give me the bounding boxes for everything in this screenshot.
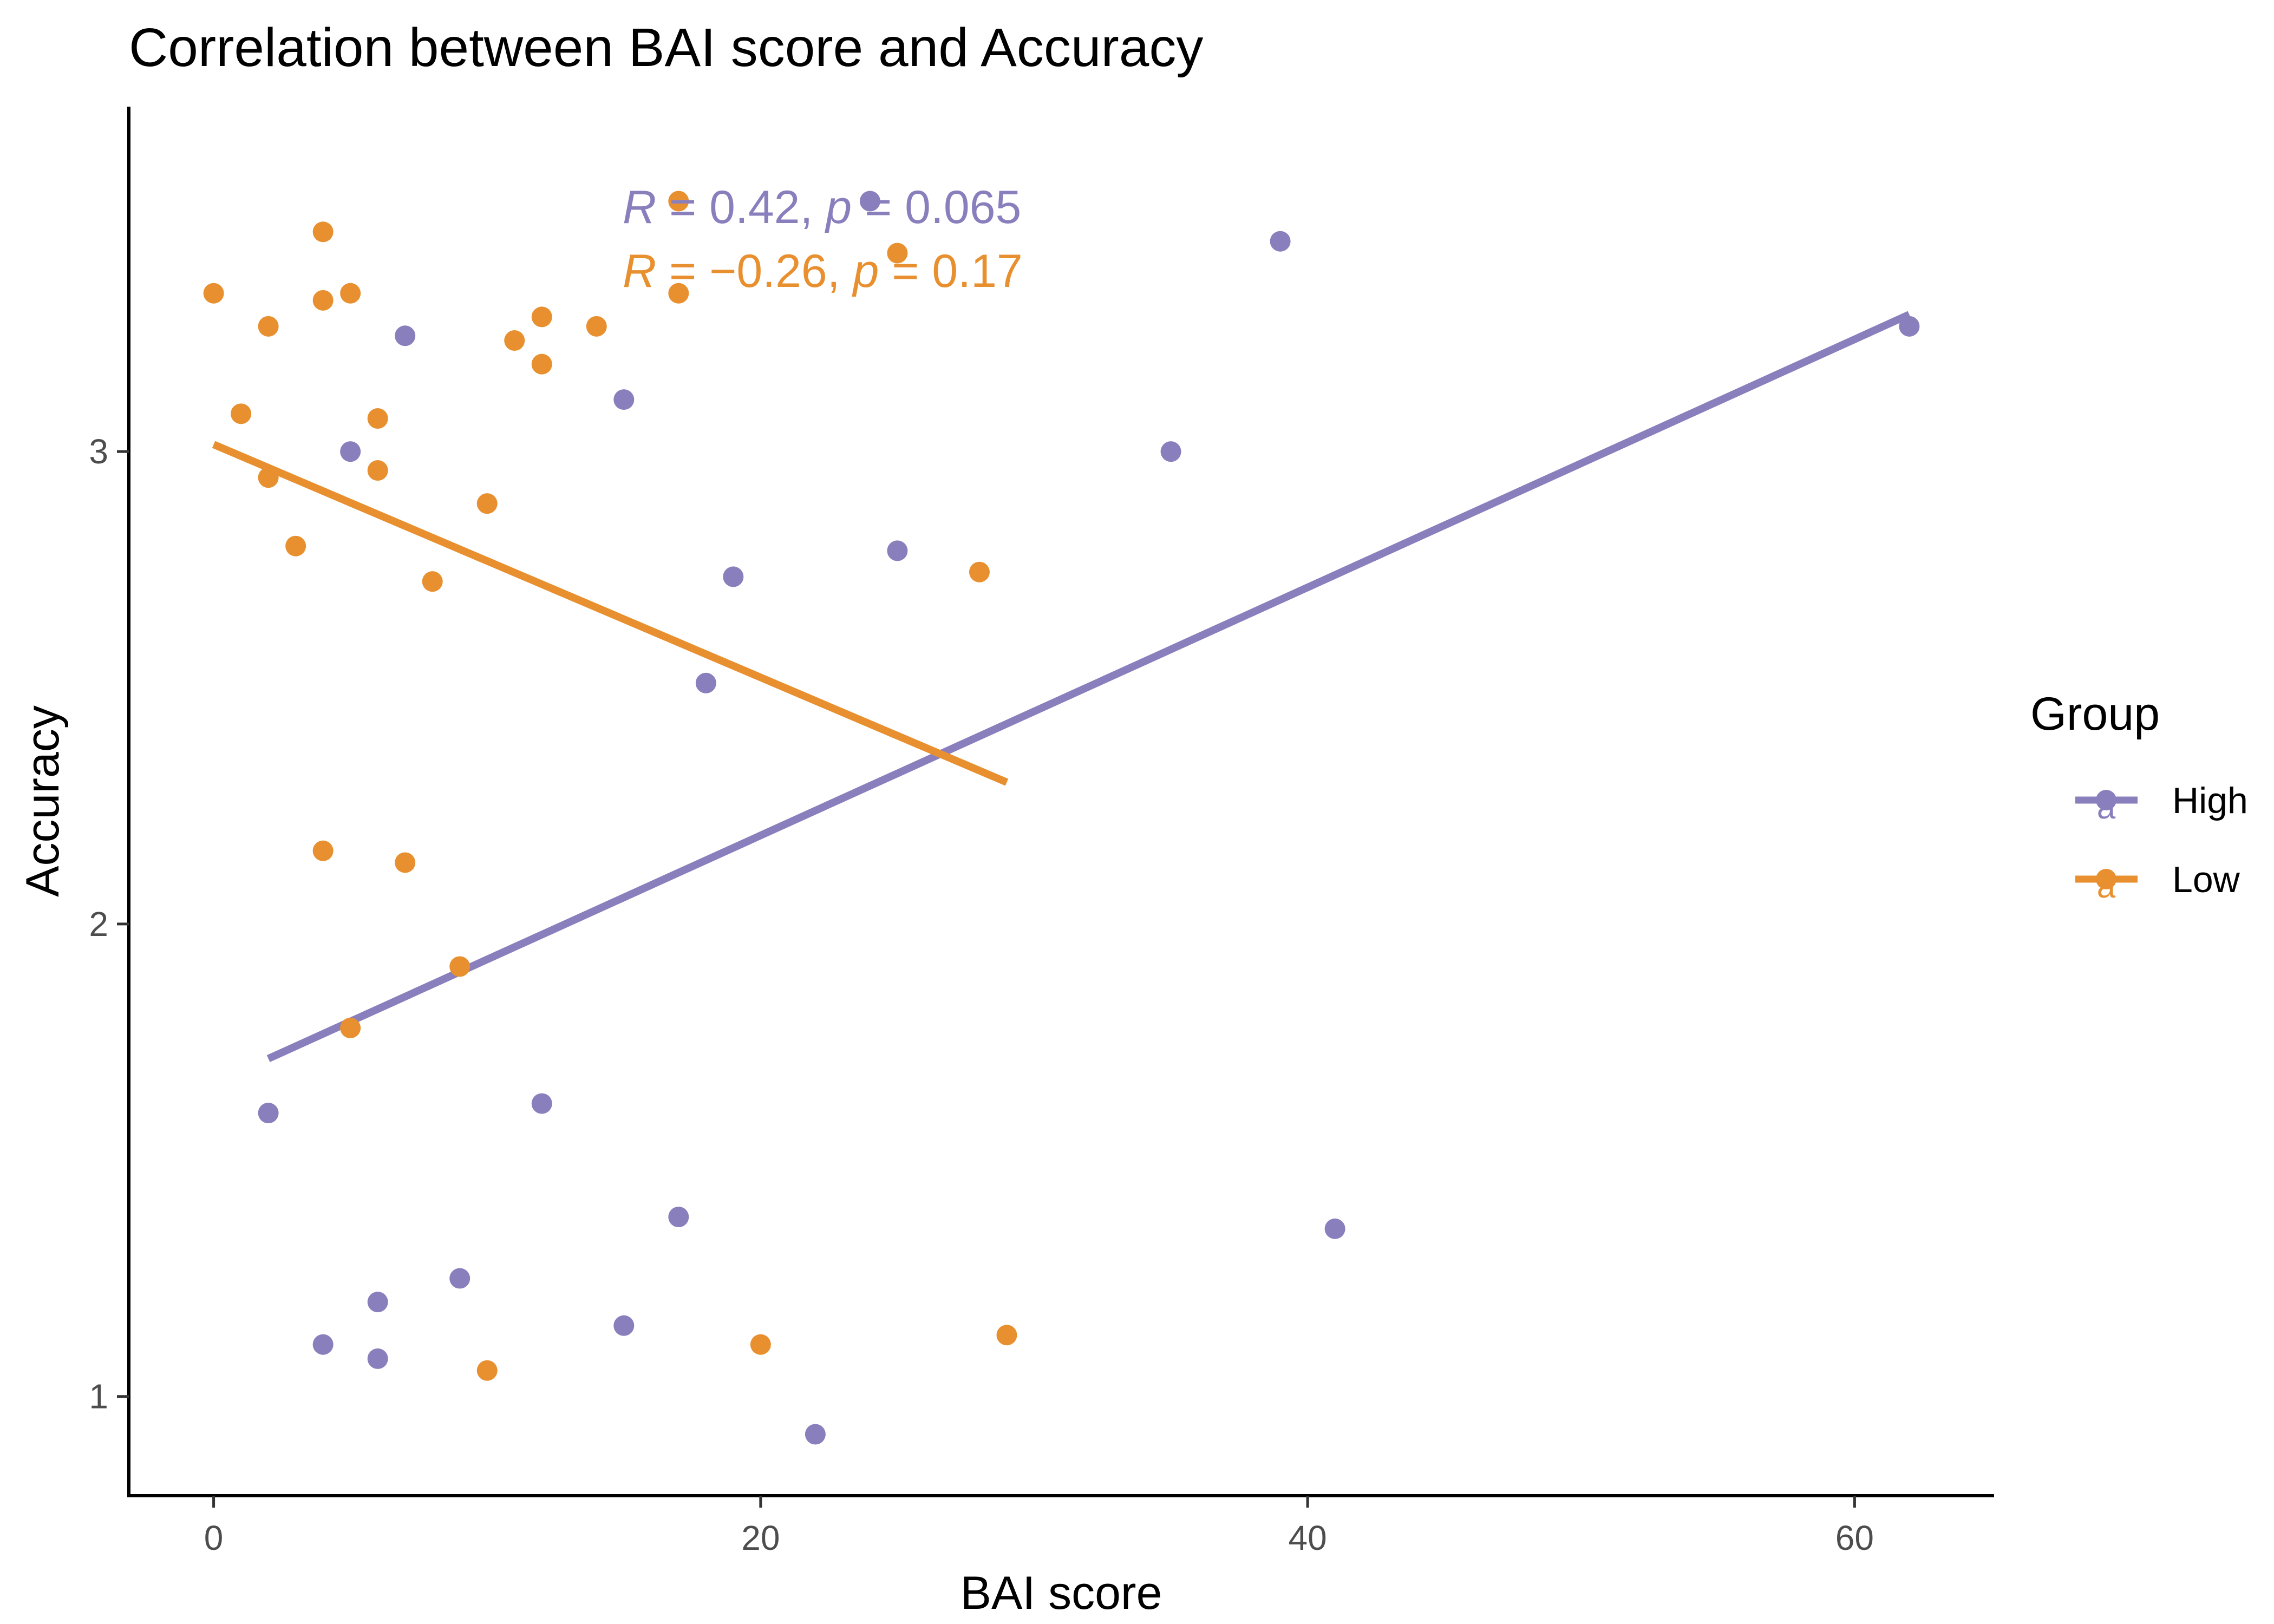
point-low [531,353,552,375]
point-low [668,283,689,304]
point-high [723,566,744,587]
correlation-annotations: R = 0.42, p = 0.065 R = −0.26, p = 0.17 [623,181,1023,297]
legend-label: High [2172,780,2248,821]
regression-line-high [266,311,1911,1063]
point-high [1324,1218,1345,1239]
plot-area [203,191,1920,1445]
point-low [340,1017,361,1038]
point-high [367,1348,388,1369]
point-low [504,330,525,351]
point-high [859,191,880,212]
point-low [367,460,388,481]
point-low [476,493,498,514]
y-axis-title: Accuracy [17,705,69,897]
point-high [395,325,416,346]
point-low [422,571,443,592]
legend-item-high: a High [2075,780,2248,826]
legend: a High a Low [2075,780,2248,905]
point-high [613,1315,635,1336]
point-low [312,840,334,861]
y-tick-label: 2 [89,905,108,944]
point-low [258,316,279,337]
point-low [586,316,607,337]
legend-text-swatch: a [2097,789,2116,826]
x-tick-label: 0 [204,1518,224,1557]
point-low [969,561,990,582]
point-low [449,956,471,977]
point-high [887,540,908,561]
point-high [613,389,635,410]
point-low [285,535,306,556]
x-tick-label: 60 [1835,1518,1874,1557]
series-high [258,191,1920,1445]
point-low [203,283,224,304]
legend-label: Low [2172,859,2240,900]
point-high [695,672,716,693]
point-high [805,1424,826,1445]
point-low [312,221,334,243]
legend-point-swatch [2096,869,2116,889]
point-high [668,1207,689,1228]
series-low [203,191,1017,1381]
point-high [367,1292,388,1313]
point-high [340,441,361,462]
point-low [750,1334,771,1355]
point-low [340,283,361,304]
legend-text-swatch: a [2097,868,2116,905]
regression-line-low [212,441,1009,786]
point-low [996,1325,1017,1346]
legend-item-low: a Low [2075,859,2240,905]
point-low [231,403,252,424]
x-axis-ticks: 0 20 40 60 [204,1496,1874,1557]
legend-title: Group [2030,688,2160,740]
y-tick-label: 3 [89,432,108,471]
y-tick-label: 1 [89,1377,108,1416]
point-high [1270,231,1291,252]
stat-label-low: R = −0.26, p = 0.17 [623,245,1023,297]
y-axis-ticks: 1 2 3 [89,432,129,1416]
x-axis-title: BAI score [960,1567,1162,1619]
legend-point-swatch [2096,790,2116,810]
point-low [476,1360,498,1381]
point-low [312,290,334,311]
x-tick-label: 40 [1289,1518,1327,1557]
point-low [367,408,388,429]
point-high [531,1093,552,1114]
point-high [1160,441,1181,462]
point-low [531,306,552,328]
stat-label-high: R = 0.42, p = 0.065 [623,181,1021,233]
point-high [312,1334,334,1355]
point-high [258,1103,279,1124]
point-low [668,191,689,212]
point-low [395,852,416,873]
point-high [449,1268,471,1289]
chart-title: Correlation between BAI score and Accura… [129,17,1203,78]
x-tick-label: 20 [741,1518,780,1557]
point-low [887,243,908,264]
point-high [1899,316,1920,337]
